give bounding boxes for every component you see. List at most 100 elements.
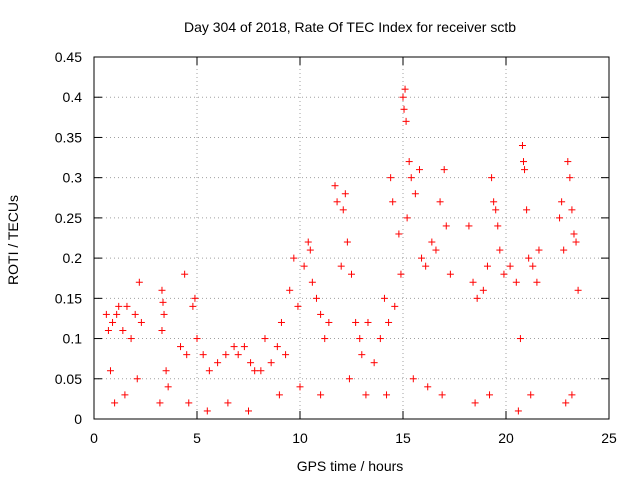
data-point (240, 343, 248, 351)
data-point (164, 383, 172, 391)
x-axis-label: GPS time / hours (297, 458, 404, 474)
data-point (479, 286, 487, 294)
y-tick-label: 0.25 (55, 210, 82, 226)
data-point (465, 222, 473, 230)
data-point (104, 327, 112, 335)
data-point (247, 359, 255, 367)
data-point (364, 318, 372, 326)
data-point (391, 302, 399, 310)
grid-layer (94, 57, 609, 419)
data-point (286, 286, 294, 294)
data-point (290, 254, 298, 262)
data-point (267, 359, 275, 367)
data-point (119, 327, 127, 335)
data-point (564, 158, 572, 166)
data-point (257, 367, 265, 375)
data-point (395, 230, 403, 238)
data-point (294, 302, 302, 310)
data-point (325, 318, 333, 326)
data-point (352, 318, 360, 326)
data-point (183, 351, 191, 359)
data-point (471, 399, 479, 407)
data-point (304, 238, 312, 246)
data-point (224, 399, 232, 407)
data-point (111, 399, 119, 407)
data-point (486, 391, 494, 399)
data-point (222, 351, 230, 359)
data-point (127, 335, 135, 343)
data-point (348, 270, 355, 278)
data-point (317, 391, 325, 399)
data-point (230, 343, 238, 351)
data-point (490, 198, 498, 206)
data-point (131, 310, 139, 318)
data-point (296, 383, 304, 391)
data-point (397, 270, 405, 278)
data-point (535, 246, 543, 254)
data-point (533, 278, 541, 286)
data-point (415, 166, 423, 174)
data-point (345, 375, 353, 383)
data-point (199, 351, 207, 359)
data-point (400, 105, 408, 113)
data-point (333, 198, 341, 206)
data-point (312, 294, 320, 302)
data-point (389, 198, 397, 206)
data-point (387, 174, 395, 182)
chart-title: Day 304 of 2018, Rate Of TEC Index for r… (184, 19, 516, 35)
y-tick-label: 0.1 (63, 331, 83, 347)
data-point (469, 278, 477, 286)
data-point (514, 407, 522, 415)
data-point (572, 238, 580, 246)
data-point (189, 302, 197, 310)
data-point (422, 262, 430, 270)
data-point (273, 343, 281, 351)
data-point (568, 206, 576, 214)
data-point (440, 166, 448, 174)
data-point (370, 359, 378, 367)
data-point (203, 407, 211, 415)
data-point (133, 375, 141, 383)
x-tick-label: 0 (90, 430, 98, 446)
data-point (234, 351, 242, 359)
y-tick-label: 0.3 (63, 170, 83, 186)
data-point (560, 246, 568, 254)
x-tick-label: 20 (498, 430, 514, 446)
data-point (418, 254, 426, 262)
axis-frame (93, 56, 610, 420)
y-tick-label: 0.15 (55, 290, 82, 306)
x-tick-label: 10 (292, 430, 308, 446)
x-tick-label: 25 (601, 430, 617, 446)
data-point (385, 318, 393, 326)
data-point (102, 310, 110, 318)
data-point (407, 174, 415, 182)
data-point (566, 174, 574, 182)
data-point (251, 367, 259, 375)
data-point (518, 141, 526, 149)
data-point (137, 318, 145, 326)
data-point (356, 335, 364, 343)
data-point (424, 383, 432, 391)
data-point (473, 294, 481, 302)
y-tick-label: 0.35 (55, 129, 82, 145)
data-point (525, 254, 533, 262)
data-point (568, 391, 576, 399)
data-point (506, 262, 514, 270)
data-point (321, 335, 329, 343)
data-point (527, 391, 535, 399)
data-point (399, 93, 407, 101)
data-point (331, 182, 339, 190)
y-axis-label: ROTI / TECUs (5, 195, 21, 285)
scatter-points (102, 85, 582, 415)
y-tick-label: 0.45 (55, 49, 82, 65)
data-point (282, 351, 290, 359)
data-point (343, 238, 351, 246)
data-point (562, 399, 570, 407)
data-point (205, 367, 213, 375)
data-point (261, 335, 269, 343)
y-tick-label: 0.05 (55, 371, 82, 387)
data-point (306, 246, 314, 254)
data-point (113, 310, 121, 318)
